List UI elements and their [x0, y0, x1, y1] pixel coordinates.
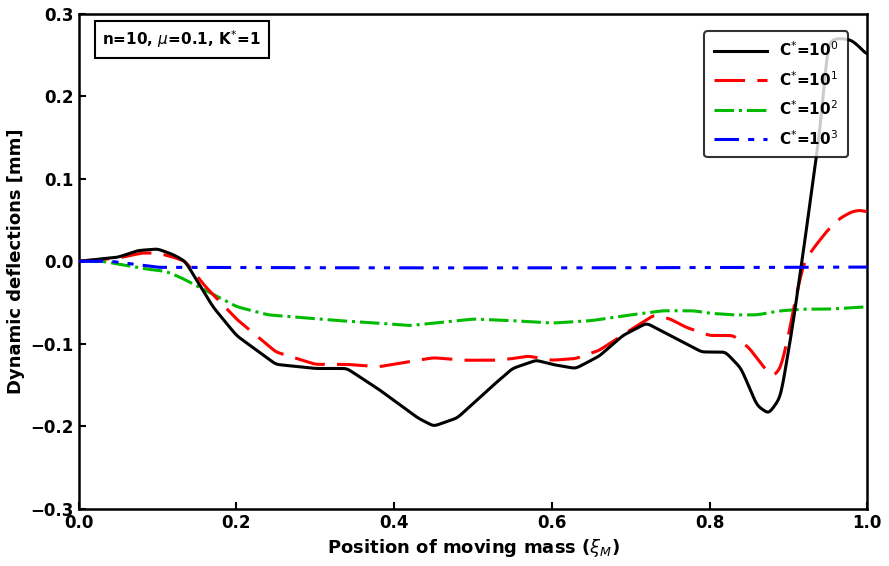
X-axis label: Position of moving mass ($\xi_M$): Position of moving mass ($\xi_M$): [326, 537, 620, 559]
Y-axis label: Dynamic deflections [mm]: Dynamic deflections [mm]: [7, 128, 25, 394]
Legend: C$^{*}$=10$^{0}$, C$^{*}$=10$^{1}$, C$^{*}$=10$^{2}$, C$^{*}$=10$^{3}$: C$^{*}$=10$^{0}$, C$^{*}$=10$^{1}$, C$^{…: [704, 32, 848, 157]
Text: n=10, $\mu$=0.1, K$^{*}$=1: n=10, $\mu$=0.1, K$^{*}$=1: [102, 29, 261, 50]
